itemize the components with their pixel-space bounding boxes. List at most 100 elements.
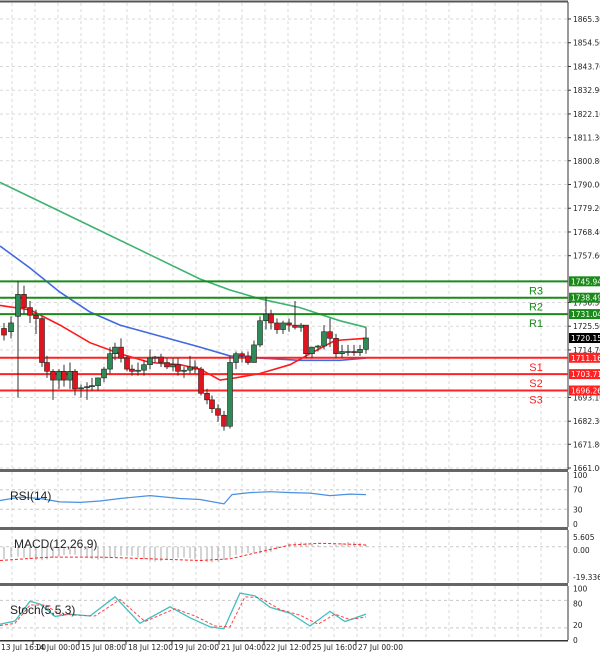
candle-body-bearish (351, 351, 357, 353)
stoch-pane[interactable]: 100 80 20 0 Stoch(5,5,3) (0, 584, 588, 645)
level-name-label: S2 (529, 378, 542, 390)
candle (21, 285, 27, 315)
candle (135, 362, 141, 376)
pane-separator (0, 527, 568, 530)
macd-axis-label: -19.336 (573, 573, 600, 582)
price-tick-label: 1725.50 (573, 322, 600, 331)
candle (118, 338, 124, 363)
candle (107, 347, 113, 374)
candle-body-bullish (67, 370, 73, 381)
level-s2: S2 1703.71 (0, 369, 600, 390)
price-tick-label: 1843.70 (573, 62, 600, 71)
candle-body-bearish (72, 370, 78, 390)
time-tick-label: 19 Jul 20:00 (174, 643, 219, 652)
time-tick-label: 13 Jul 16:00 (1, 643, 46, 652)
candle-body-bearish (333, 338, 339, 355)
level-price-tag (569, 276, 600, 287)
candle (33, 309, 39, 334)
candle-body-bearish (204, 392, 210, 401)
candle-body-bearish (292, 324, 298, 328)
time-tick-label: 18 Jul 12:00 (128, 643, 173, 652)
candle-body-bullish (141, 364, 147, 371)
candle-body-bearish (221, 414, 227, 427)
level-price-tag (569, 385, 600, 396)
level-r3: R3 1745.94 (0, 276, 600, 297)
grid (0, 3, 568, 469)
candle-body-bearish (303, 324, 309, 355)
candle-body-bullish (15, 294, 21, 317)
candle (56, 369, 62, 389)
candle (78, 384, 84, 398)
current-price-tag: 1720.15 (569, 333, 600, 344)
candle-body-bullish (345, 351, 351, 353)
candle (84, 382, 90, 400)
candle-body-bearish (239, 353, 245, 357)
candle (15, 281, 21, 398)
stoch-axis-label: 80 (573, 599, 583, 608)
rsi-axis-label: 0 (573, 520, 578, 529)
candle-body-bearish (39, 318, 45, 363)
main-price-pane[interactable]: 1865.30 1854.50 1843.70 1832.90 1822.10 1811.… (0, 0, 600, 474)
candle (8, 316, 14, 339)
price-tick-label: 1779.20 (573, 204, 600, 213)
macd-pane[interactable]: 5.605 0.00 -19.336 MACD(12,26,9) (0, 530, 600, 583)
candle-body-bearish (164, 362, 170, 368)
candle-body-bullish (56, 370, 62, 381)
candle-body-bearish (327, 331, 333, 339)
current-price-box (569, 333, 600, 344)
price-tick-label: 1768.40 (573, 228, 600, 237)
stoch-main-line (0, 592, 367, 630)
candle (221, 410, 227, 431)
candle (39, 316, 45, 367)
candle (345, 344, 351, 356)
candle (309, 346, 315, 359)
moving-average-line (0, 245, 367, 362)
price-tick-label: 1693.10 (573, 393, 600, 402)
candle-body-bearish (274, 322, 280, 330)
candle-body-bullish (152, 356, 158, 359)
price-tick-label: 1832.90 (573, 86, 600, 95)
candle-body-bearish (268, 313, 274, 324)
level-price-text: 1731.04 (571, 310, 600, 319)
candle-body-bearish (158, 356, 164, 363)
candle (315, 344, 321, 352)
candle-body-bullish (263, 313, 269, 322)
price-tick-label: 1811.30 (573, 134, 600, 143)
candle-body-bullish (135, 369, 141, 372)
candle (124, 355, 130, 372)
stoch-title: Stoch(5,5,3) (10, 603, 75, 617)
candle-body-bearish (124, 357, 130, 370)
time-tick-label: 27 Jul 00:00 (358, 643, 403, 652)
candle-body-bullish (357, 349, 363, 353)
candle (158, 353, 164, 367)
candle (27, 300, 33, 323)
candle (170, 358, 176, 372)
candle-body-bearish (198, 368, 204, 394)
candle (321, 325, 327, 350)
candle (327, 318, 333, 348)
level-price-text: 1711.16 (571, 354, 600, 363)
level-price-text: 1738.49 (571, 294, 600, 303)
candle-body-bearish (21, 294, 27, 308)
candle (227, 355, 233, 429)
candle (286, 318, 292, 332)
candle-body-bearish (192, 366, 198, 370)
candle (239, 351, 245, 363)
level-name-label: S3 (529, 395, 542, 407)
level-price-tag (569, 292, 600, 303)
candle (152, 355, 158, 363)
candle (298, 322, 304, 332)
candle-body-bullish (309, 346, 315, 355)
candle (333, 333, 339, 359)
rsi-pane[interactable]: 100 70 30 0 RSI(14) (0, 471, 588, 529)
candle (215, 404, 221, 422)
price-tick-label: 1757.60 (573, 252, 600, 261)
candle-body-bullish (187, 366, 193, 371)
price-tick-label: 1822.10 (573, 110, 600, 119)
rsi-title: RSI(14) (10, 489, 51, 503)
candle (112, 342, 118, 361)
candle (204, 388, 210, 405)
level-s3: S3 1696.26 (0, 385, 600, 407)
price-tick-label: 1661.00 (573, 464, 600, 473)
